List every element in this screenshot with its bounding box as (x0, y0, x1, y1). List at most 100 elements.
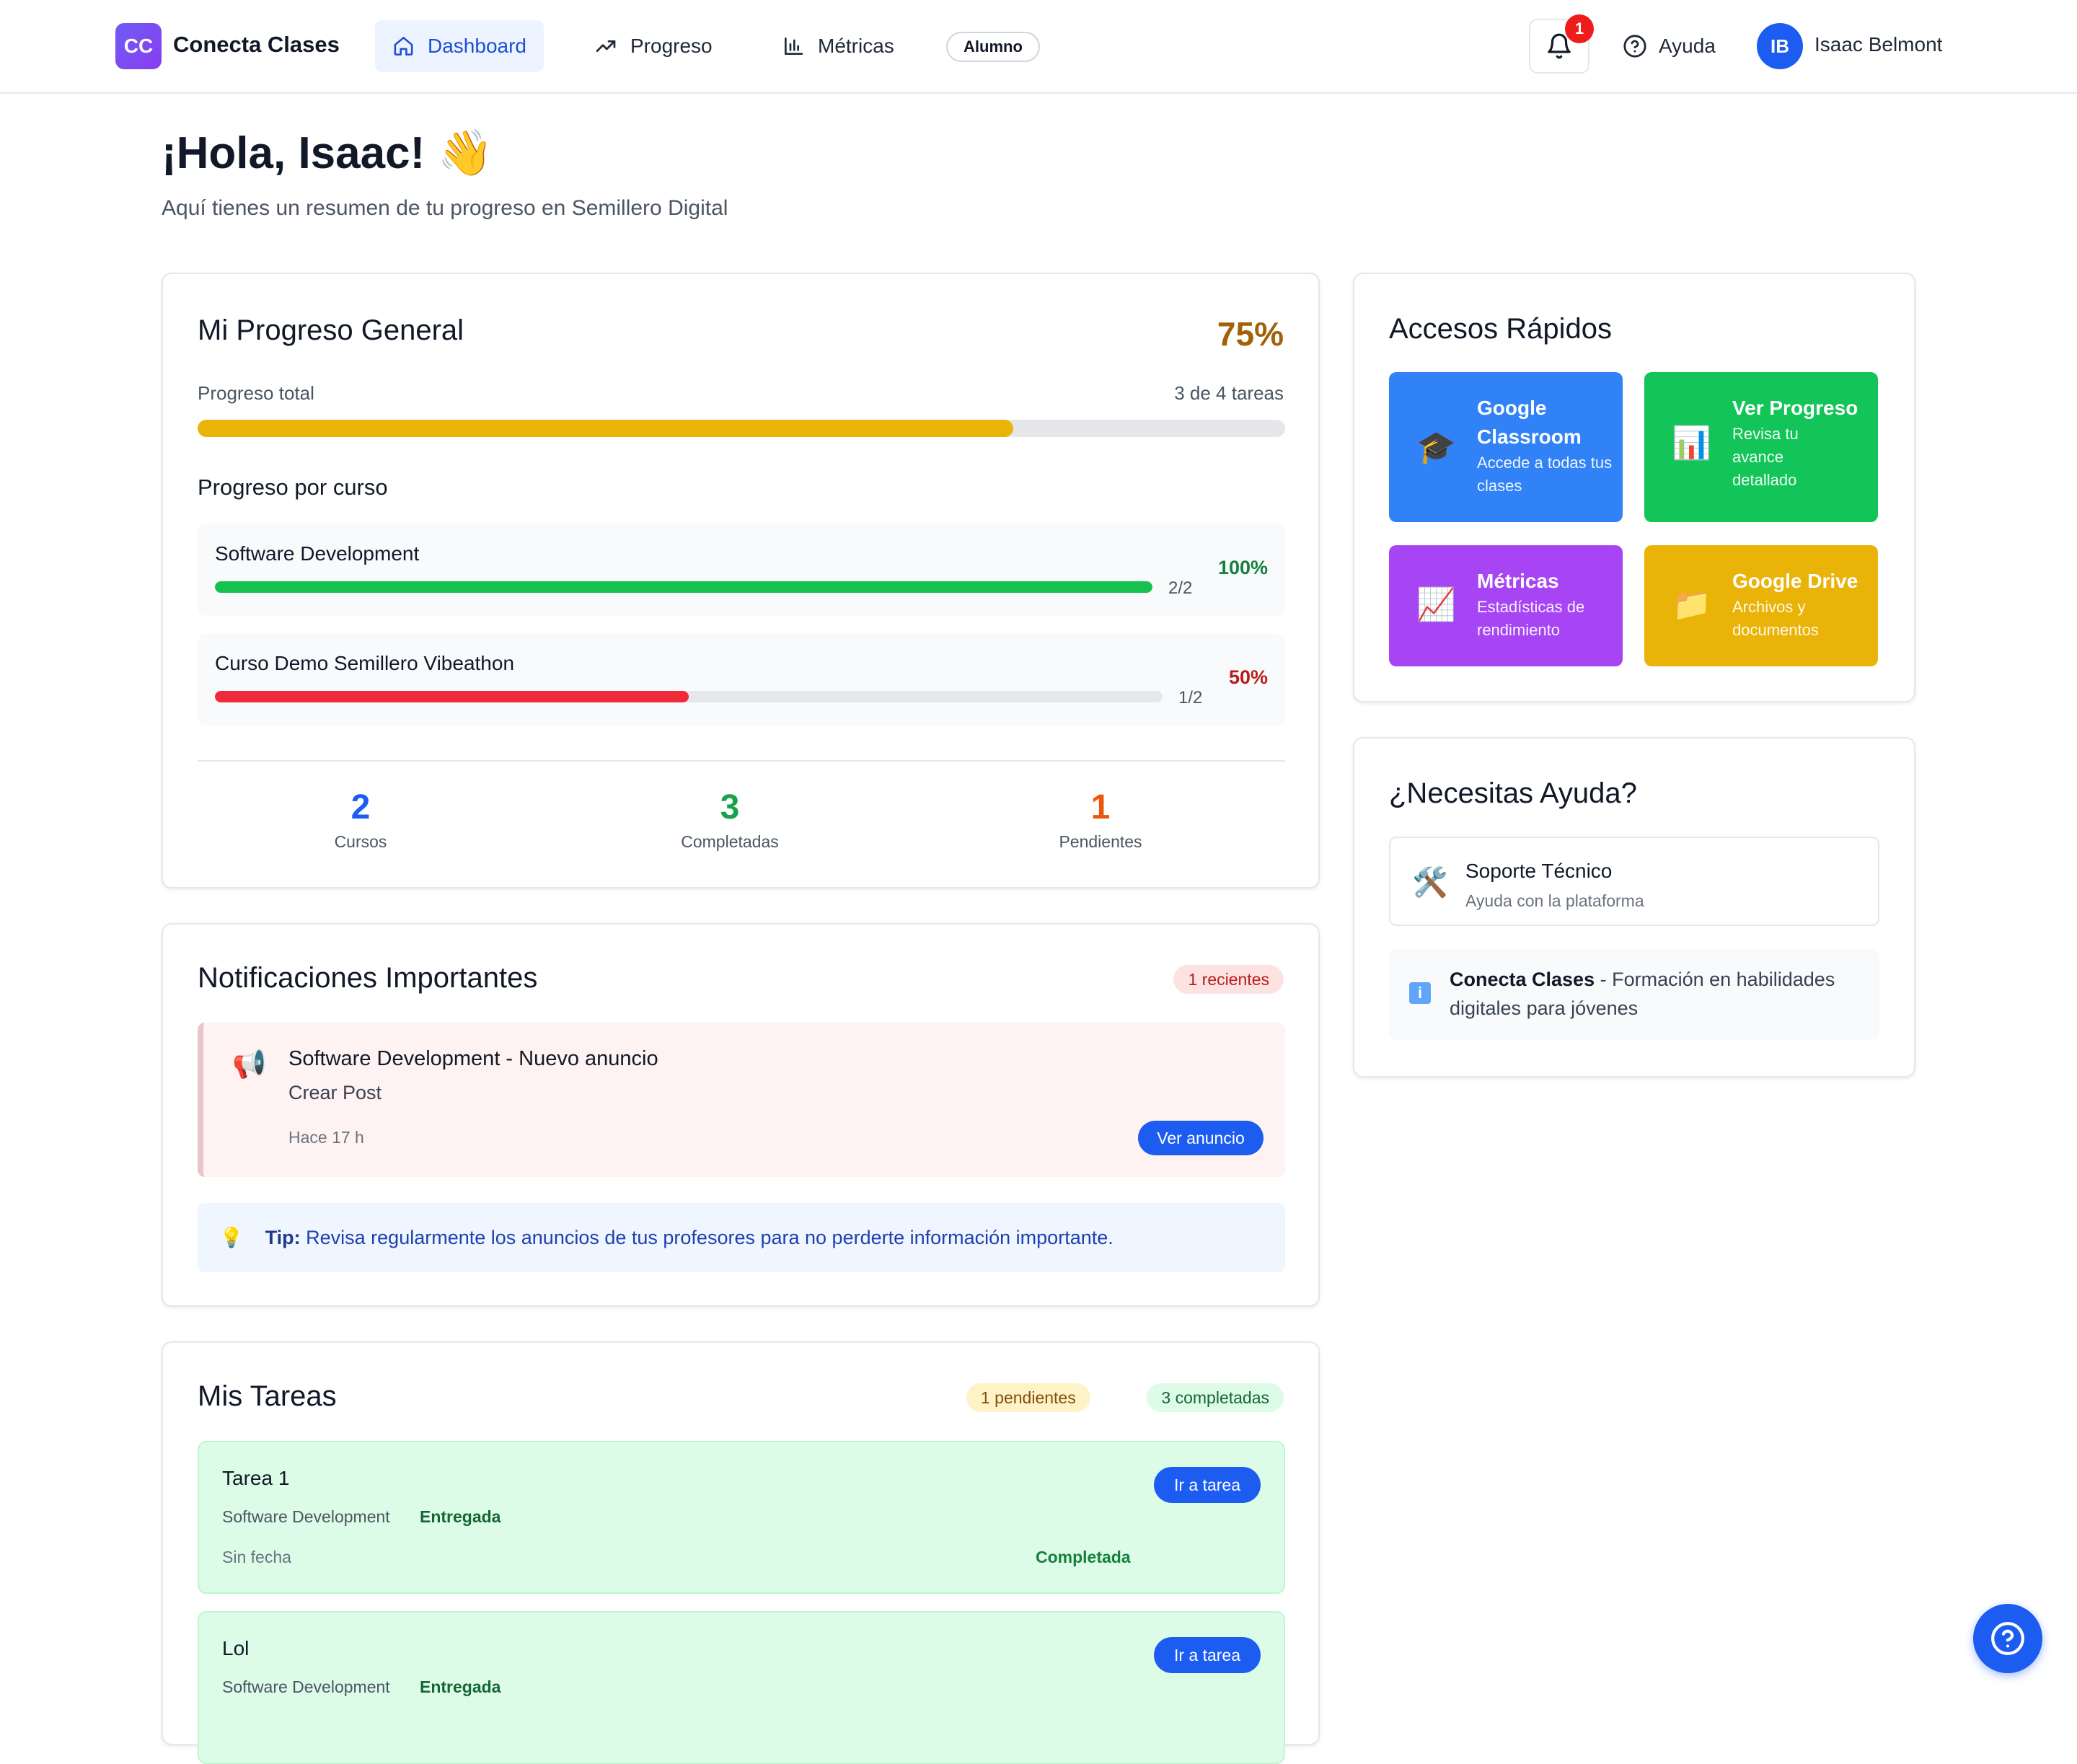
nav-item-metricas[interactable]: Métricas (764, 20, 912, 72)
course-progress-fill (215, 581, 1152, 593)
tile-title: Métricas (1477, 570, 1559, 592)
tech-support-link[interactable]: 🛠️ Soporte Técnico Ayuda con la platafor… (1389, 837, 1879, 926)
task-course: Software Development (222, 1507, 390, 1526)
tile-description: Archivos y documentos (1732, 598, 1819, 639)
avatar[interactable]: IB (1757, 23, 1803, 69)
notifications-card: Notificaciones Importantes 1 recientes 📢… (162, 923, 1320, 1307)
notification-count-badge: 1 (1565, 14, 1594, 43)
recent-count-badge: 1 recientes (1173, 965, 1284, 994)
stat-courses-label: Cursos (334, 832, 387, 851)
view-announcement-button[interactable]: Ver anuncio (1138, 1121, 1264, 1155)
folder-icon: 📁 (1672, 587, 1711, 622)
floating-help-button[interactable] (1973, 1604, 2042, 1673)
task-status: Completada (1036, 1548, 1131, 1566)
completed-tasks-badge: 3 completadas (1147, 1383, 1284, 1412)
notification-time: Hace 17 h (288, 1128, 364, 1147)
role-badge: Alumno (946, 32, 1040, 62)
overall-progress-percent: 75% (1217, 315, 1284, 353)
task-title: Tarea 1 (222, 1467, 290, 1489)
course-progress-fill (215, 691, 689, 702)
tile-title: Google Drive (1732, 570, 1858, 592)
support-title: Soporte Técnico (1465, 860, 1613, 882)
quick-access-card: Accesos Rápidos 🎓 Google Classroom Acced… (1353, 273, 1915, 702)
stat-completed-label: Completadas (681, 832, 779, 851)
tile-title: Ver Progreso (1732, 397, 1858, 419)
page-title: ¡Hola, Isaac! 👋 (162, 128, 493, 178)
tasks-card: Mis Tareas 1 pendientes 3 completadas Ta… (162, 1341, 1320, 1764)
task-due-date: Sin fecha (222, 1548, 291, 1566)
notifications-button[interactable] (1529, 19, 1589, 74)
stat-courses-value: 2 (350, 788, 371, 826)
divider (198, 760, 1285, 762)
user-name[interactable]: Isaac Belmont (1814, 33, 1943, 56)
task-item: Tarea 1 Software Development Entregada S… (198, 1441, 1285, 1594)
nav-item-progreso[interactable]: Progreso (577, 20, 730, 72)
stat-completed-value: 3 (720, 788, 740, 826)
task-state: Entregada (420, 1677, 501, 1696)
about-text: Conecta Clases - Formación en habilidade… (1450, 965, 1868, 1023)
support-subtitle: Ayuda con la plataforma (1465, 891, 1644, 910)
tasks-title: Mis Tareas (198, 1380, 337, 1412)
stat-pending-value: 1 (1090, 788, 1111, 826)
overall-progress-fill (198, 420, 1013, 437)
bar-chart-icon (785, 38, 803, 55)
task-state: Entregada (420, 1507, 501, 1526)
course-progress-heading: Progreso por curso (198, 475, 388, 500)
help-label: Ayuda (1659, 35, 1716, 57)
help-circle-icon (1991, 1622, 2024, 1655)
tile-description: Revisa tu avance detallado (1732, 425, 1799, 489)
nav-item-dashboard[interactable]: Dashboard (375, 20, 544, 72)
app-logo[interactable]: CC (115, 23, 162, 69)
help-card: ¿Necesitas Ayuda? 🛠️ Soporte Técnico Ayu… (1353, 737, 1915, 1077)
course-progress-bar (215, 691, 1163, 702)
app-title[interactable]: Conecta Clases (173, 32, 340, 57)
graduation-cap-icon: 🎓 (1416, 430, 1456, 465)
tip-message: Revisa regularmente los anuncios de tus … (306, 1226, 1114, 1248)
notification-title: Software Development - Nuevo anuncio (288, 1047, 658, 1070)
tip-label: Tip: (265, 1226, 301, 1248)
course-progress-row: Curso Demo Semillero Vibeathon 1/2 50% (198, 633, 1285, 726)
progress-card: Mi Progreso General 75% Progreso total 3… (162, 273, 1320, 888)
page-subtitle: Aquí tienes un resumen de tu progreso en… (162, 196, 728, 220)
overall-progress-bar (198, 420, 1285, 437)
task-title: Lol (222, 1637, 250, 1659)
notification-body: Crear Post (288, 1082, 382, 1103)
trending-up-icon (596, 40, 616, 52)
about-brand: Conecta Clases (1450, 969, 1595, 990)
lightbulb-icon: 💡 (219, 1227, 244, 1248)
nav-label: Dashboard (428, 35, 526, 57)
tip-box: 💡 Tip: Revisa regularmente los anuncios … (198, 1203, 1285, 1272)
line-chart-icon: 📈 (1416, 587, 1456, 622)
notification-item: 📢 Software Development - Nuevo anuncio C… (198, 1023, 1285, 1177)
tile-ver-progreso[interactable]: 📊 Ver Progreso Revisa tu avance detallad… (1644, 372, 1878, 522)
course-progress-row: Software Development 2/2 100% (198, 524, 1285, 616)
go-to-task-button[interactable]: Ir a tarea (1154, 1467, 1261, 1503)
tile-description: Estadísticas de rendimiento (1477, 598, 1585, 639)
about-description: - Formación en habilidades digitales par… (1450, 969, 1835, 1019)
task-course: Software Development (222, 1677, 390, 1696)
course-name: Software Development (215, 542, 420, 565)
tile-description: Accede a todas tus clases (1477, 454, 1613, 495)
megaphone-icon: 📢 (232, 1049, 267, 1080)
go-to-task-button[interactable]: Ir a tarea (1154, 1637, 1261, 1673)
help-link[interactable]: Ayuda (1623, 29, 1716, 63)
tile-title: Google Classroom (1477, 397, 1582, 448)
help-card-title: ¿Necesitas Ayuda? (1389, 777, 1637, 809)
tile-google-drive[interactable]: 📁 Google Drive Archivos y documentos (1644, 545, 1878, 666)
course-progress-percent: 100% (1217, 557, 1268, 578)
home-icon (394, 37, 413, 56)
info-icon: i (1409, 982, 1431, 1004)
quick-access-title: Accesos Rápidos (1389, 313, 1613, 345)
notifications-title: Notificaciones Importantes (198, 962, 538, 994)
course-name: Curso Demo Semillero Vibeathon (215, 652, 515, 674)
tile-metricas[interactable]: 📈 Métricas Estadísticas de rendimiento (1389, 545, 1623, 666)
tile-google-classroom[interactable]: 🎓 Google Classroom Accede a todas tus cl… (1389, 372, 1623, 522)
nav-label: Progreso (630, 35, 713, 57)
top-navbar: CC Conecta Clases Dashboard Progreso Mét… (0, 0, 2077, 94)
help-circle-icon (1623, 35, 1646, 58)
tools-icon: 🛠️ (1412, 867, 1448, 899)
course-task-count: 1/2 (1178, 688, 1203, 707)
total-progress-label: Progreso total (198, 382, 314, 404)
tip-text: Tip: Revisa regularmente los anuncios de… (265, 1227, 1114, 1249)
course-progress-bar (215, 581, 1152, 593)
